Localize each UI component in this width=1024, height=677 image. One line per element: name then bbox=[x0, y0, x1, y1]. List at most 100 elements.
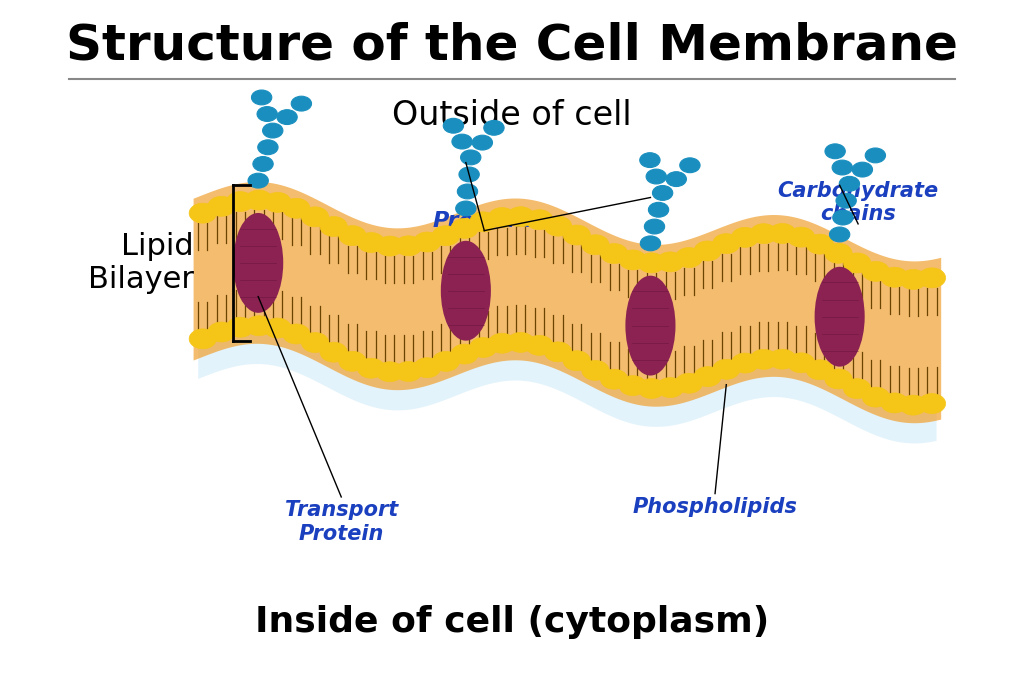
Circle shape bbox=[731, 353, 759, 373]
Circle shape bbox=[646, 169, 667, 184]
Circle shape bbox=[713, 359, 740, 379]
Circle shape bbox=[620, 250, 646, 270]
Circle shape bbox=[919, 268, 945, 288]
Circle shape bbox=[459, 167, 479, 182]
Circle shape bbox=[640, 153, 660, 167]
Circle shape bbox=[321, 342, 347, 362]
Circle shape bbox=[833, 210, 853, 225]
Circle shape bbox=[226, 192, 254, 211]
Circle shape bbox=[189, 329, 216, 349]
Circle shape bbox=[694, 367, 721, 387]
Circle shape bbox=[862, 387, 890, 407]
Polygon shape bbox=[199, 334, 937, 443]
Circle shape bbox=[245, 315, 272, 336]
Circle shape bbox=[640, 236, 660, 250]
Circle shape bbox=[264, 318, 291, 338]
Circle shape bbox=[451, 344, 478, 364]
Circle shape bbox=[376, 236, 403, 256]
Circle shape bbox=[582, 235, 609, 255]
Circle shape bbox=[620, 376, 646, 395]
Circle shape bbox=[483, 121, 504, 135]
Circle shape bbox=[852, 162, 872, 177]
Circle shape bbox=[829, 227, 850, 242]
Circle shape bbox=[321, 217, 347, 236]
Circle shape bbox=[262, 123, 283, 138]
Circle shape bbox=[414, 357, 440, 378]
Circle shape bbox=[680, 158, 700, 173]
Circle shape bbox=[507, 332, 535, 352]
Circle shape bbox=[301, 207, 329, 227]
Circle shape bbox=[825, 144, 845, 158]
Circle shape bbox=[339, 225, 366, 246]
Text: Inside of cell (cytoplasm): Inside of cell (cytoplasm) bbox=[255, 605, 769, 638]
Circle shape bbox=[432, 351, 460, 372]
Circle shape bbox=[488, 333, 516, 353]
Circle shape bbox=[656, 252, 684, 272]
Circle shape bbox=[648, 202, 669, 217]
Circle shape bbox=[836, 193, 856, 208]
Circle shape bbox=[525, 210, 553, 230]
Circle shape bbox=[432, 225, 460, 246]
Circle shape bbox=[824, 369, 852, 389]
Circle shape bbox=[507, 206, 535, 227]
Circle shape bbox=[357, 358, 385, 378]
Circle shape bbox=[472, 135, 493, 150]
Circle shape bbox=[824, 243, 852, 263]
Text: Structure of the Cell Membrane: Structure of the Cell Membrane bbox=[67, 22, 957, 70]
Text: Proteins: Proteins bbox=[432, 211, 537, 231]
Circle shape bbox=[769, 349, 796, 369]
Circle shape bbox=[806, 359, 834, 380]
Polygon shape bbox=[194, 182, 941, 423]
Circle shape bbox=[840, 177, 859, 191]
Circle shape bbox=[253, 156, 273, 171]
Circle shape bbox=[638, 378, 666, 399]
Circle shape bbox=[208, 196, 236, 217]
Circle shape bbox=[456, 201, 476, 216]
Circle shape bbox=[264, 192, 291, 213]
Ellipse shape bbox=[442, 242, 489, 340]
Circle shape bbox=[769, 223, 796, 244]
Circle shape bbox=[470, 212, 497, 232]
Ellipse shape bbox=[234, 214, 283, 312]
Circle shape bbox=[919, 393, 945, 414]
Circle shape bbox=[226, 318, 254, 337]
Text: Transport
Protein: Transport Protein bbox=[285, 500, 398, 544]
Circle shape bbox=[458, 184, 477, 199]
Circle shape bbox=[563, 351, 591, 371]
Circle shape bbox=[451, 219, 478, 238]
Circle shape bbox=[339, 351, 366, 371]
Ellipse shape bbox=[816, 268, 863, 366]
Circle shape bbox=[600, 244, 628, 263]
Circle shape bbox=[675, 248, 702, 267]
Circle shape bbox=[582, 360, 609, 380]
Circle shape bbox=[862, 261, 890, 282]
Circle shape bbox=[900, 269, 927, 290]
Circle shape bbox=[357, 232, 385, 253]
Circle shape bbox=[525, 335, 553, 355]
Circle shape bbox=[252, 90, 271, 105]
Circle shape bbox=[291, 96, 311, 111]
Circle shape bbox=[208, 322, 236, 342]
Circle shape bbox=[245, 190, 272, 210]
Circle shape bbox=[806, 234, 834, 254]
Text: Outside of cell: Outside of cell bbox=[392, 99, 632, 132]
Circle shape bbox=[600, 369, 628, 389]
Circle shape bbox=[470, 338, 497, 357]
Circle shape bbox=[638, 253, 666, 273]
Circle shape bbox=[731, 227, 759, 247]
Circle shape bbox=[258, 140, 279, 154]
Circle shape bbox=[865, 148, 886, 163]
Circle shape bbox=[694, 241, 721, 261]
Circle shape bbox=[414, 232, 440, 252]
Circle shape bbox=[276, 110, 297, 125]
Circle shape bbox=[189, 203, 216, 223]
Circle shape bbox=[461, 150, 481, 165]
Circle shape bbox=[881, 267, 908, 287]
Circle shape bbox=[844, 253, 870, 273]
Circle shape bbox=[675, 373, 702, 393]
Circle shape bbox=[563, 225, 591, 245]
Text: Lipid
Bilayer: Lipid Bilayer bbox=[88, 232, 194, 294]
Circle shape bbox=[443, 118, 464, 133]
Circle shape bbox=[488, 208, 516, 227]
Circle shape bbox=[257, 106, 278, 121]
